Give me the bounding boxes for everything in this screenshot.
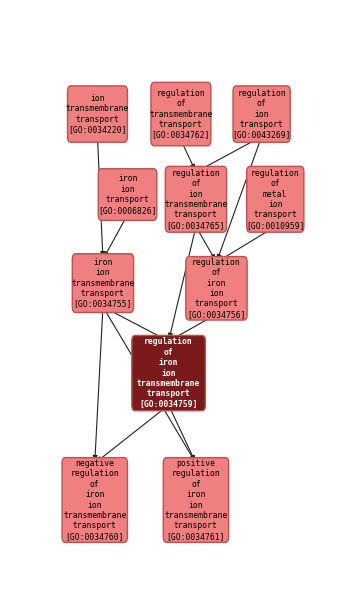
- Text: regulation
of
iron
ion
transport
[GO:0034756]: regulation of iron ion transport [GO:003…: [187, 258, 246, 319]
- FancyBboxPatch shape: [98, 169, 157, 220]
- FancyBboxPatch shape: [132, 335, 205, 411]
- FancyBboxPatch shape: [165, 167, 227, 232]
- FancyBboxPatch shape: [163, 458, 229, 542]
- Text: regulation
of
ion
transmembrane
transport
[GO:0034765]: regulation of ion transmembrane transpor…: [164, 169, 228, 230]
- Text: iron
ion
transmembrane
transport
[GO:0034755]: iron ion transmembrane transport [GO:003…: [71, 258, 134, 308]
- FancyBboxPatch shape: [67, 86, 127, 142]
- Text: ion
transmembrane
transport
[GO:0034220]: ion transmembrane transport [GO:0034220]: [66, 94, 129, 134]
- FancyBboxPatch shape: [247, 167, 304, 232]
- FancyBboxPatch shape: [233, 86, 290, 142]
- Text: negative
regulation
of
iron
ion
transmembrane
transport
[GO:0034760]: negative regulation of iron ion transmem…: [63, 459, 126, 541]
- FancyBboxPatch shape: [72, 254, 133, 312]
- Text: regulation
of
transmembrane
transport
[GO:0034762]: regulation of transmembrane transport [G…: [149, 89, 213, 140]
- FancyBboxPatch shape: [151, 82, 211, 146]
- Text: regulation
of
iron
ion
transmembrane
transport
[GO:0034759]: regulation of iron ion transmembrane tra…: [137, 338, 200, 409]
- Text: positive
regulation
of
iron
ion
transmembrane
transport
[GO:0034761]: positive regulation of iron ion transmem…: [164, 459, 228, 541]
- Text: iron
ion
transport
[GO:0006826]: iron ion transport [GO:0006826]: [98, 175, 157, 215]
- FancyBboxPatch shape: [186, 256, 247, 320]
- FancyBboxPatch shape: [62, 458, 127, 542]
- Text: regulation
of
metal
ion
transport
[GO:0010959]: regulation of metal ion transport [GO:00…: [246, 169, 305, 230]
- Text: regulation
of
ion
transport
[GO:0043269]: regulation of ion transport [GO:0043269]: [232, 89, 291, 140]
